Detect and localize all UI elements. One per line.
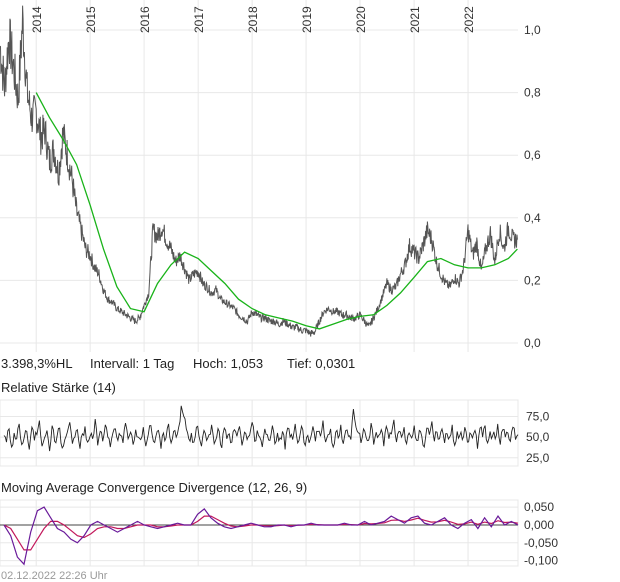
price-y-tick-label: 1,0 [524,23,541,37]
year-tick-label: 2018 [246,6,260,33]
rsi-frame [0,399,519,467]
price-y-tick-label: 0,0 [524,336,541,350]
year-tick-label: 2021 [408,6,422,33]
macd-y-tick-label: 0,050 [524,500,554,514]
year-tick-label: 2020 [354,6,368,33]
year-tick-label: 2019 [300,6,314,33]
macd-y-tick-label: 0,000 [524,518,554,532]
info-bar: 3.398,3%HL Intervall: 1 Tag Hoch: 1,053 … [1,356,355,371]
rsi-y-tick-label: 25,0 [526,451,550,465]
price-panel: 2014 2015 2016 2017 2018 2019 2020 2021 2022 1,0… [0,0,541,352]
price-y-tick-label: 0,6 [524,148,541,162]
year-tick-label: 2016 [138,6,152,33]
price-y-tick-label: 0,2 [524,273,541,287]
macd-frame [0,499,519,567]
rsi-title: Relative Stärke (14) [1,380,116,395]
interval-label: Intervall: 1 Tag [90,356,174,371]
macd-title: Moving Average Convergence Divergence (1… [1,480,307,495]
rsi-y-tick-label: 50,0 [526,430,550,444]
year-tick-label: 2015 [84,6,98,33]
macd-line [3,506,519,566]
macd-y-axis: 0,050 0,000 -0,050 -0,100 [524,500,558,568]
year-tick-label: 2014 [30,6,44,33]
year-tick-label: 2017 [192,6,206,33]
year-labels: 2014 2015 2016 2017 2018 2019 2020 2021 2022 [30,6,476,33]
high-label: Hoch: 1,053 [193,356,263,371]
macd-grid [0,499,519,567]
change-label: 3.398,3%HL [1,356,73,371]
price-y-tick-label: 0,8 [524,86,541,100]
macd-y-tick-label: -0,050 [524,536,558,550]
rsi-y-axis: 75,0 50,0 25,0 [526,410,550,465]
price-y-axis: 1,0 0,8 0,6 0,4 0,2 0,0 [524,23,541,350]
macd-y-tick-label: -0,100 [524,554,558,568]
low-label: Tief: 0,0301 [287,356,355,371]
rsi-y-tick-label: 75,0 [526,410,550,424]
timestamp: 02.12.2022 22:26 Uhr [1,570,108,582]
price-y-tick-label: 0,4 [524,211,541,225]
macd-panel: Moving Average Convergence Divergence (1… [0,480,558,568]
moving-average-line [35,92,518,330]
rsi-line [3,405,519,452]
year-tick-label: 2022 [462,6,476,33]
price-grid [0,0,518,352]
rsi-panel: Relative Stärke (14) 75,0 50,0 25,0 [0,380,550,467]
price-line [0,5,518,337]
macd-signal-line [3,515,519,551]
